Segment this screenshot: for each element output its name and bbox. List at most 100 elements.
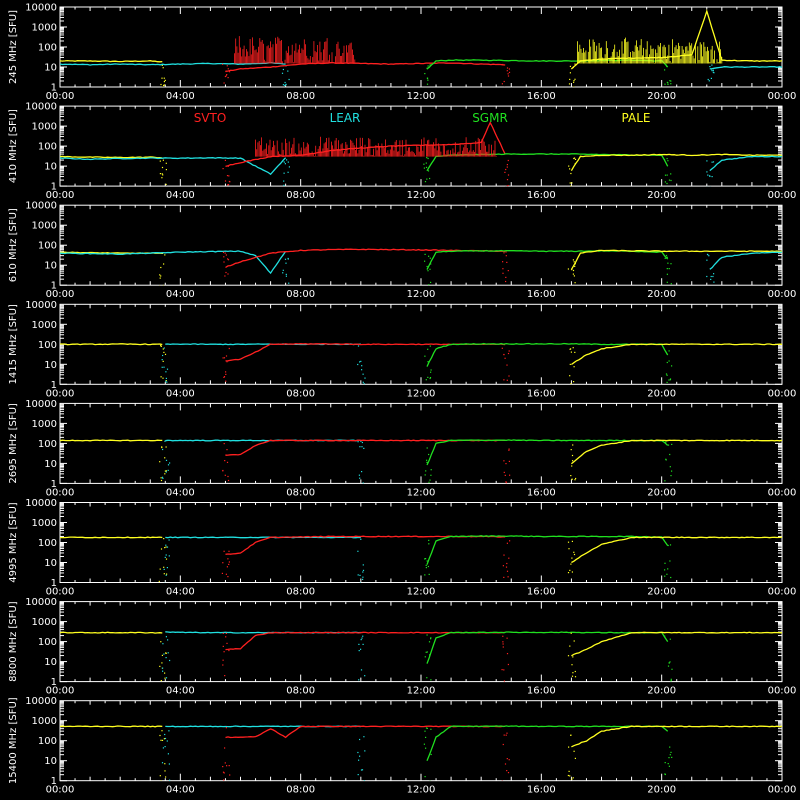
data-point	[359, 361, 361, 363]
data-point	[159, 274, 161, 276]
series-group	[60, 121, 782, 187]
data-point	[426, 560, 428, 562]
panel-610-mhz: 1 10 100 1000 10000 610 MHz [SFU] 00:00 04:00 08…	[8, 201, 796, 301]
x-tick-label: 12:00	[407, 190, 436, 201]
data-point	[507, 270, 509, 272]
data-point	[573, 553, 576, 556]
data-point	[226, 449, 228, 451]
data-point	[573, 275, 575, 277]
data-point	[282, 269, 284, 271]
x-tick-label: 20:00	[647, 91, 676, 102]
data-point	[507, 352, 510, 355]
data-point	[571, 465, 573, 467]
data-point	[666, 361, 668, 364]
data-point	[430, 638, 432, 640]
data-point	[572, 273, 574, 275]
data-point	[670, 80, 672, 82]
data-point	[358, 650, 360, 652]
data-point	[502, 641, 504, 643]
x-tick-label: 00:00	[768, 686, 797, 697]
y-tick-label: 1000	[32, 716, 57, 727]
x-tick-label: 04:00	[166, 388, 195, 399]
data-point	[166, 567, 168, 569]
x-tick-label: 12:00	[407, 785, 436, 796]
data-point	[227, 165, 229, 167]
data-point	[670, 179, 672, 182]
data-point	[423, 743, 425, 745]
data-point	[425, 747, 427, 749]
data-point	[159, 734, 161, 737]
data-point	[227, 479, 230, 482]
data-point	[507, 73, 509, 75]
data-point	[165, 377, 167, 379]
data-point	[225, 75, 227, 77]
data-point	[162, 354, 164, 357]
data-point	[282, 84, 284, 86]
y-tick-label: 10000	[25, 201, 57, 212]
data-point	[503, 554, 505, 556]
data-point	[575, 477, 577, 480]
series-line-pale	[571, 631, 782, 657]
data-point	[567, 655, 570, 657]
x-tick-label: 08:00	[286, 91, 315, 102]
data-point	[669, 453, 671, 456]
data-point	[161, 739, 164, 741]
series-line-pale	[60, 536, 163, 539]
data-point	[667, 568, 669, 570]
data-point	[163, 538, 165, 540]
data-point	[161, 730, 163, 732]
data-point	[162, 747, 164, 749]
series-line-lear	[709, 251, 782, 270]
data-point	[670, 173, 672, 175]
data-point	[284, 163, 286, 165]
data-point	[163, 77, 165, 79]
data-point	[425, 651, 427, 653]
data-point	[664, 762, 666, 764]
data-point	[706, 259, 708, 261]
data-point	[567, 541, 570, 543]
data-point	[360, 360, 362, 362]
data-point	[667, 763, 669, 765]
data-point	[428, 543, 430, 545]
data-point	[225, 380, 227, 382]
x-tick-label: 12:00	[407, 487, 436, 498]
series-line-pale	[571, 725, 782, 748]
data-point	[363, 780, 365, 781]
data-point	[430, 371, 432, 373]
data-point	[282, 160, 284, 162]
data-point	[227, 259, 230, 261]
legend: SVTO LEAR SGMR PALE	[194, 111, 651, 125]
data-point	[429, 377, 432, 379]
data-point	[221, 572, 223, 574]
series-line-lear	[60, 156, 287, 176]
data-point	[505, 482, 507, 484]
y-tick-label: 1000	[32, 221, 57, 232]
data-point	[668, 350, 670, 352]
data-point	[163, 84, 165, 86]
data-point	[285, 83, 287, 85]
data-point	[503, 80, 505, 83]
data-point	[426, 651, 428, 653]
series-line-pale	[60, 631, 163, 634]
data-point	[223, 779, 225, 781]
data-point	[167, 639, 169, 641]
data-point	[670, 83, 672, 85]
data-point	[573, 366, 575, 368]
data-point	[426, 634, 428, 636]
data-point	[167, 464, 170, 466]
x-tick-label: 16:00	[527, 587, 556, 598]
data-point	[161, 476, 164, 478]
data-point	[164, 254, 166, 256]
data-point	[573, 551, 575, 553]
data-point	[506, 637, 508, 639]
data-point	[429, 479, 431, 481]
data-point	[506, 562, 508, 565]
data-point	[224, 252, 226, 254]
data-point	[667, 444, 670, 446]
data-point	[504, 763, 507, 765]
data-point	[165, 546, 167, 548]
data-point	[669, 560, 671, 562]
data-point	[502, 743, 504, 746]
data-point	[668, 379, 670, 381]
